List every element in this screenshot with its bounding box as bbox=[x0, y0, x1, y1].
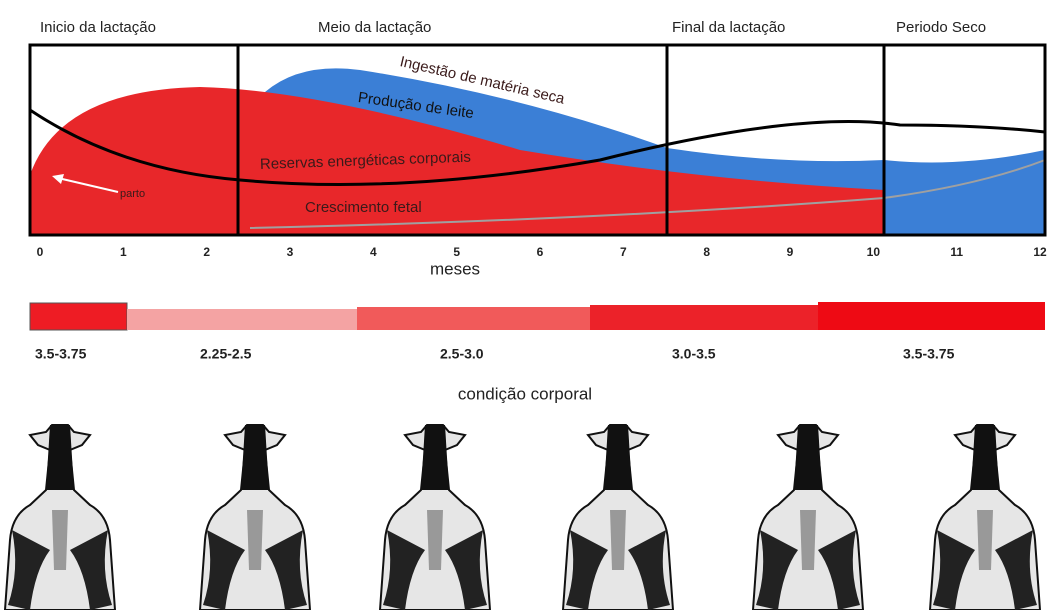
x-tick-label: 0 bbox=[37, 245, 44, 259]
cow-illustration bbox=[199, 424, 311, 610]
x-tick-label: 4 bbox=[370, 245, 377, 259]
x-tick-label: 7 bbox=[620, 245, 627, 259]
dry-area bbox=[884, 150, 1045, 235]
x-tick-label: 11 bbox=[950, 245, 963, 259]
cow-illustration bbox=[4, 424, 116, 610]
x-axis: 0 1 2 3 4 5 6 7 8 9 10 11 12 bbox=[37, 245, 1047, 259]
calving-arrow bbox=[57, 177, 119, 193]
chart-frame bbox=[28, 43, 1047, 237]
bcs-range: 3.5-3.75 bbox=[35, 346, 87, 362]
lactation-chart: Ingestão de matéria seca Produção de lei… bbox=[28, 43, 1047, 237]
bcs-range: 2.5-3.0 bbox=[440, 346, 484, 362]
x-tick-label: 12 bbox=[1033, 245, 1047, 259]
calving-arrowhead bbox=[52, 174, 64, 184]
fetal-line bbox=[249, 159, 1046, 229]
phase-label: Periodo Seco bbox=[896, 19, 986, 36]
bcs-segment bbox=[590, 305, 818, 330]
x-tick-label: 10 bbox=[867, 245, 881, 259]
x-tick-label: 8 bbox=[703, 245, 710, 259]
calving-label: parto bbox=[120, 188, 145, 200]
x-tick-label: 2 bbox=[203, 245, 210, 259]
x-tick-label: 5 bbox=[453, 245, 460, 259]
bcs-label: condição corporal bbox=[458, 384, 592, 403]
axis-label: meses bbox=[430, 259, 480, 278]
cow-illustration bbox=[752, 424, 864, 610]
bcs-segment bbox=[127, 309, 357, 330]
bcs-range: 3.5-3.75 bbox=[903, 346, 955, 362]
curve-label: Crescimento fetal bbox=[305, 199, 422, 216]
bcs-bar bbox=[29, 302, 1045, 331]
cow-illustration bbox=[929, 424, 1041, 610]
bcs-range: 3.0-3.5 bbox=[672, 346, 716, 362]
x-tick-label: 6 bbox=[537, 245, 544, 259]
reserves-area bbox=[30, 87, 884, 235]
phase-label: Final da lactação bbox=[672, 19, 785, 36]
x-tick-label: 9 bbox=[787, 245, 794, 259]
cow-illustration bbox=[379, 424, 491, 610]
bcs-segment bbox=[29, 302, 128, 331]
bcs-segment bbox=[357, 307, 590, 330]
cow-illustration bbox=[562, 424, 674, 610]
phase-label: Meio da lactação bbox=[318, 19, 431, 36]
x-tick-label: 1 bbox=[120, 245, 127, 259]
phase-label: Inicio da lactação bbox=[40, 19, 156, 36]
intake-line bbox=[29, 108, 1046, 186]
x-tick-label: 3 bbox=[287, 245, 294, 259]
bcs-range: 2.25-2.5 bbox=[200, 346, 252, 362]
bcs-segment bbox=[818, 302, 1045, 330]
